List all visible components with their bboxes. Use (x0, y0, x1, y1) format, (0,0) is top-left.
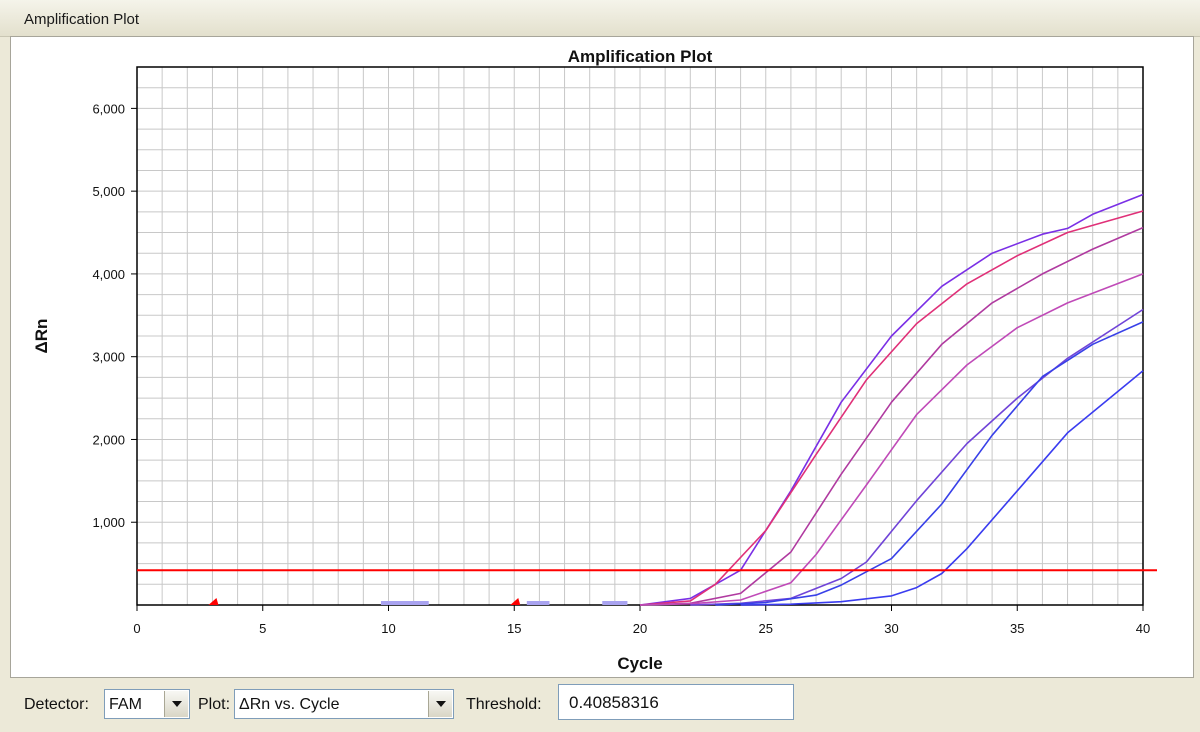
series-line-4 (639, 273, 1144, 606)
plot-type-dropdown[interactable]: ΔRn vs. Cycle (234, 689, 454, 719)
detector-dropdown-button[interactable] (164, 691, 188, 717)
chart-title: Amplification Plot (568, 47, 713, 66)
series-line-2 (639, 210, 1144, 606)
series-line-1 (639, 193, 1144, 606)
baseline-marker (208, 598, 219, 605)
plot-type-value: ΔRn vs. Cycle (239, 696, 340, 713)
baseline-marker (510, 598, 521, 605)
grid-lines (137, 67, 1143, 605)
x-tick-label: 10 (381, 621, 395, 636)
x-tick-label: 25 (759, 621, 773, 636)
control-bar: Detector: FAM Plot: ΔRn vs. Cycle Thresh… (10, 680, 1192, 728)
threshold-label: Threshold: (466, 696, 542, 713)
y-axis-label: ΔRn (32, 319, 51, 354)
series-line-7 (740, 370, 1144, 606)
threshold-input[interactable]: 0.40858316 (558, 684, 794, 720)
series-line-3 (639, 226, 1144, 606)
y-tick-label: 2,000 (92, 432, 125, 447)
series-line-6 (715, 321, 1144, 606)
chevron-down-icon (435, 701, 446, 707)
chevron-down-icon (171, 701, 182, 707)
x-tick-label: 0 (133, 621, 140, 636)
amplification-chart: 0 5 10 15 20 25 30 35 40 1,000 2,000 3,000 4,000 5,00… (32, 47, 1157, 673)
x-tick-label: 20 (633, 621, 647, 636)
x-tick-label: 35 (1010, 621, 1024, 636)
detector-dropdown[interactable]: FAM (104, 689, 190, 719)
plot-panel: 0 5 10 15 20 25 30 35 40 1,000 2,000 3,000 4,000 5,00… (10, 36, 1194, 678)
detector-value: FAM (109, 696, 142, 713)
y-tick-label: 6,000 (92, 101, 125, 116)
x-tick-label: 5 (259, 621, 266, 636)
window-title: Amplification Plot (24, 11, 140, 28)
y-tick-label: 3,000 (92, 350, 125, 365)
x-tick-label: 40 (1136, 621, 1150, 636)
y-tick-label: 5,000 (92, 184, 125, 199)
threshold-value: 0.40858316 (569, 693, 659, 712)
window-title-bar: Amplification Plot (0, 0, 1200, 37)
y-tick-label: 1,000 (92, 515, 125, 530)
series-line-5 (690, 308, 1144, 606)
x-tick-label: 15 (507, 621, 521, 636)
plot-type-dropdown-button[interactable] (428, 691, 452, 717)
detector-label: Detector: (24, 696, 89, 713)
x-tick-label: 30 (884, 621, 898, 636)
y-tick-label: 4,000 (92, 267, 125, 282)
x-axis-label: Cycle (617, 654, 662, 673)
plot-label: Plot: (198, 696, 231, 713)
